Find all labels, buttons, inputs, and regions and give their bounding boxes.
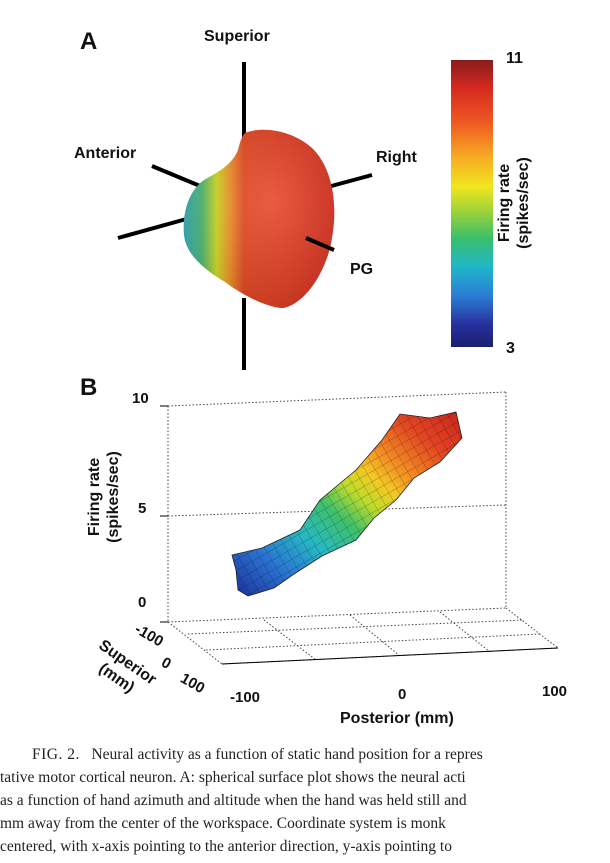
colorbar-min-label: 3	[506, 340, 515, 357]
panel-a-letter: A	[80, 28, 98, 55]
z-axis-label: Firing rate (spikes/sec)	[85, 412, 123, 582]
pg-label: PG	[350, 261, 374, 278]
panel-b-letter: B	[80, 374, 98, 401]
caption-line-1-text: Neural activity as a function of static …	[91, 746, 483, 763]
colorbar	[451, 60, 493, 347]
superior-label: Superior	[204, 28, 270, 45]
z-tick-0: 0	[138, 594, 147, 611]
x-tick-neg100: -100	[230, 689, 261, 706]
anterior-axis-line	[151, 164, 201, 188]
x-tick-0: 0	[398, 686, 407, 703]
z-axis-label-line2: (spikes/sec)	[105, 451, 122, 543]
z-axis-label-line1: Firing rate	[86, 457, 103, 537]
anterior-label: Anterior	[74, 145, 137, 162]
pg-axis-line	[305, 236, 335, 252]
right-label: Right	[376, 149, 417, 166]
z-tick-5: 5	[138, 500, 147, 517]
z-tick-10: 10	[132, 390, 149, 407]
caption-line-3: as a function of hand azimuth and altitu…	[0, 792, 467, 809]
x-axis-label: Posterior (mm)	[340, 710, 454, 727]
figure-caption: FIG. 2. Neural activity as a function of…	[0, 743, 610, 858]
caption-line-1: FIG. 2. Neural activity as a function of…	[0, 743, 610, 766]
right-axis-line	[323, 173, 373, 190]
panel-a-graphic	[117, 60, 493, 370]
caption-line-4: mm away from the center of the workspace…	[0, 815, 446, 832]
colorbar-max-label: 11	[506, 50, 523, 67]
caption-fig-label: FIG. 2.	[32, 746, 80, 763]
caption-line-2: tative motor cortical neuron. A: spheric…	[0, 769, 466, 786]
posterior-axis-line	[117, 216, 191, 240]
panel-b-3d-plot	[160, 391, 559, 665]
caption-line-5: centered, with x-axis pointing to the an…	[0, 838, 452, 855]
x-tick-100: 100	[542, 683, 568, 700]
